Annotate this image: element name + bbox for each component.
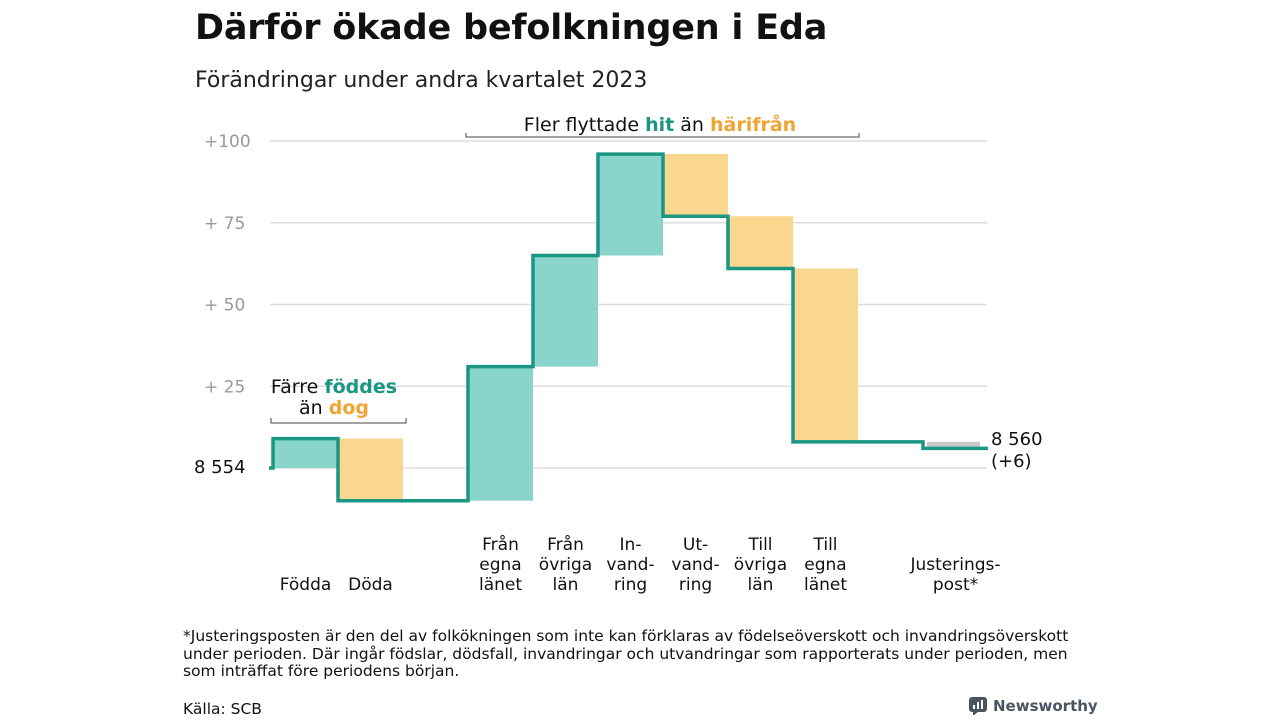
cumulative-line [269, 152, 988, 503]
category-label: egna [804, 555, 846, 575]
category-label: Till [812, 535, 837, 555]
category-label: län [748, 575, 774, 595]
category-label: Döda [348, 575, 393, 595]
start-value-label: 8 554 [194, 457, 246, 478]
category-label: län [553, 575, 579, 595]
category-label: vand- [606, 555, 654, 575]
annotation-bracket-births [270, 418, 407, 424]
newsworthy-logo-icon [969, 697, 987, 715]
waterfall-bar [927, 441, 980, 449]
annotation-births-line1: Färre föddes [271, 376, 397, 398]
waterfall-bar [728, 216, 793, 269]
end-value-label: 8 560 [991, 429, 1043, 450]
category-label: In- [620, 535, 642, 555]
category-label: Födda [280, 575, 332, 595]
y-tick-label: + 25 [204, 377, 245, 397]
annotation-migration: Fler flyttade hit än härifrån [524, 112, 796, 136]
category-label: Ut- [683, 535, 708, 555]
chart-subtitle: Förändringar under andra kvartalet 2023 [195, 68, 648, 93]
category-label: Till [747, 535, 772, 555]
chart-title: Därför ökade befolkningen i Eda [195, 8, 828, 48]
waterfall-bar [663, 154, 728, 217]
y-tick-label: + 75 [204, 214, 245, 234]
category-label: länet [804, 575, 847, 595]
category-label: ring [679, 575, 712, 595]
end-change-label: (+6) [991, 451, 1032, 472]
waterfall-bar [468, 366, 533, 501]
footnote: *Justeringsposten är den del av folkökni… [183, 627, 1069, 680]
waterfall-bar [598, 154, 663, 256]
category-label: ring [614, 575, 647, 595]
source-note: Källa: SCB [183, 700, 262, 718]
brand: Newsworthy [969, 697, 1098, 715]
waterfall-bar [533, 255, 598, 367]
category-label: Justerings- [909, 555, 1000, 575]
category-label: Från [547, 534, 584, 555]
y-tick-label: + 50 [204, 296, 245, 316]
category-label: egna [479, 555, 521, 575]
waterfall-bar [338, 438, 403, 501]
category-label: post* [933, 575, 978, 595]
category-label: övriga [539, 555, 592, 575]
y-tick-label: +100 [204, 132, 251, 152]
waterfall-bar [273, 438, 338, 468]
annotation-bracket-migration [465, 133, 860, 138]
brand-name: Newsworthy [993, 697, 1098, 715]
waterfall-bar [793, 268, 858, 442]
category-label: länet [479, 575, 522, 595]
category-label: vand- [671, 555, 719, 575]
category-label: Från [482, 534, 519, 555]
annotation-births-line2: än dog [299, 397, 369, 419]
category-label: övriga [734, 555, 787, 575]
